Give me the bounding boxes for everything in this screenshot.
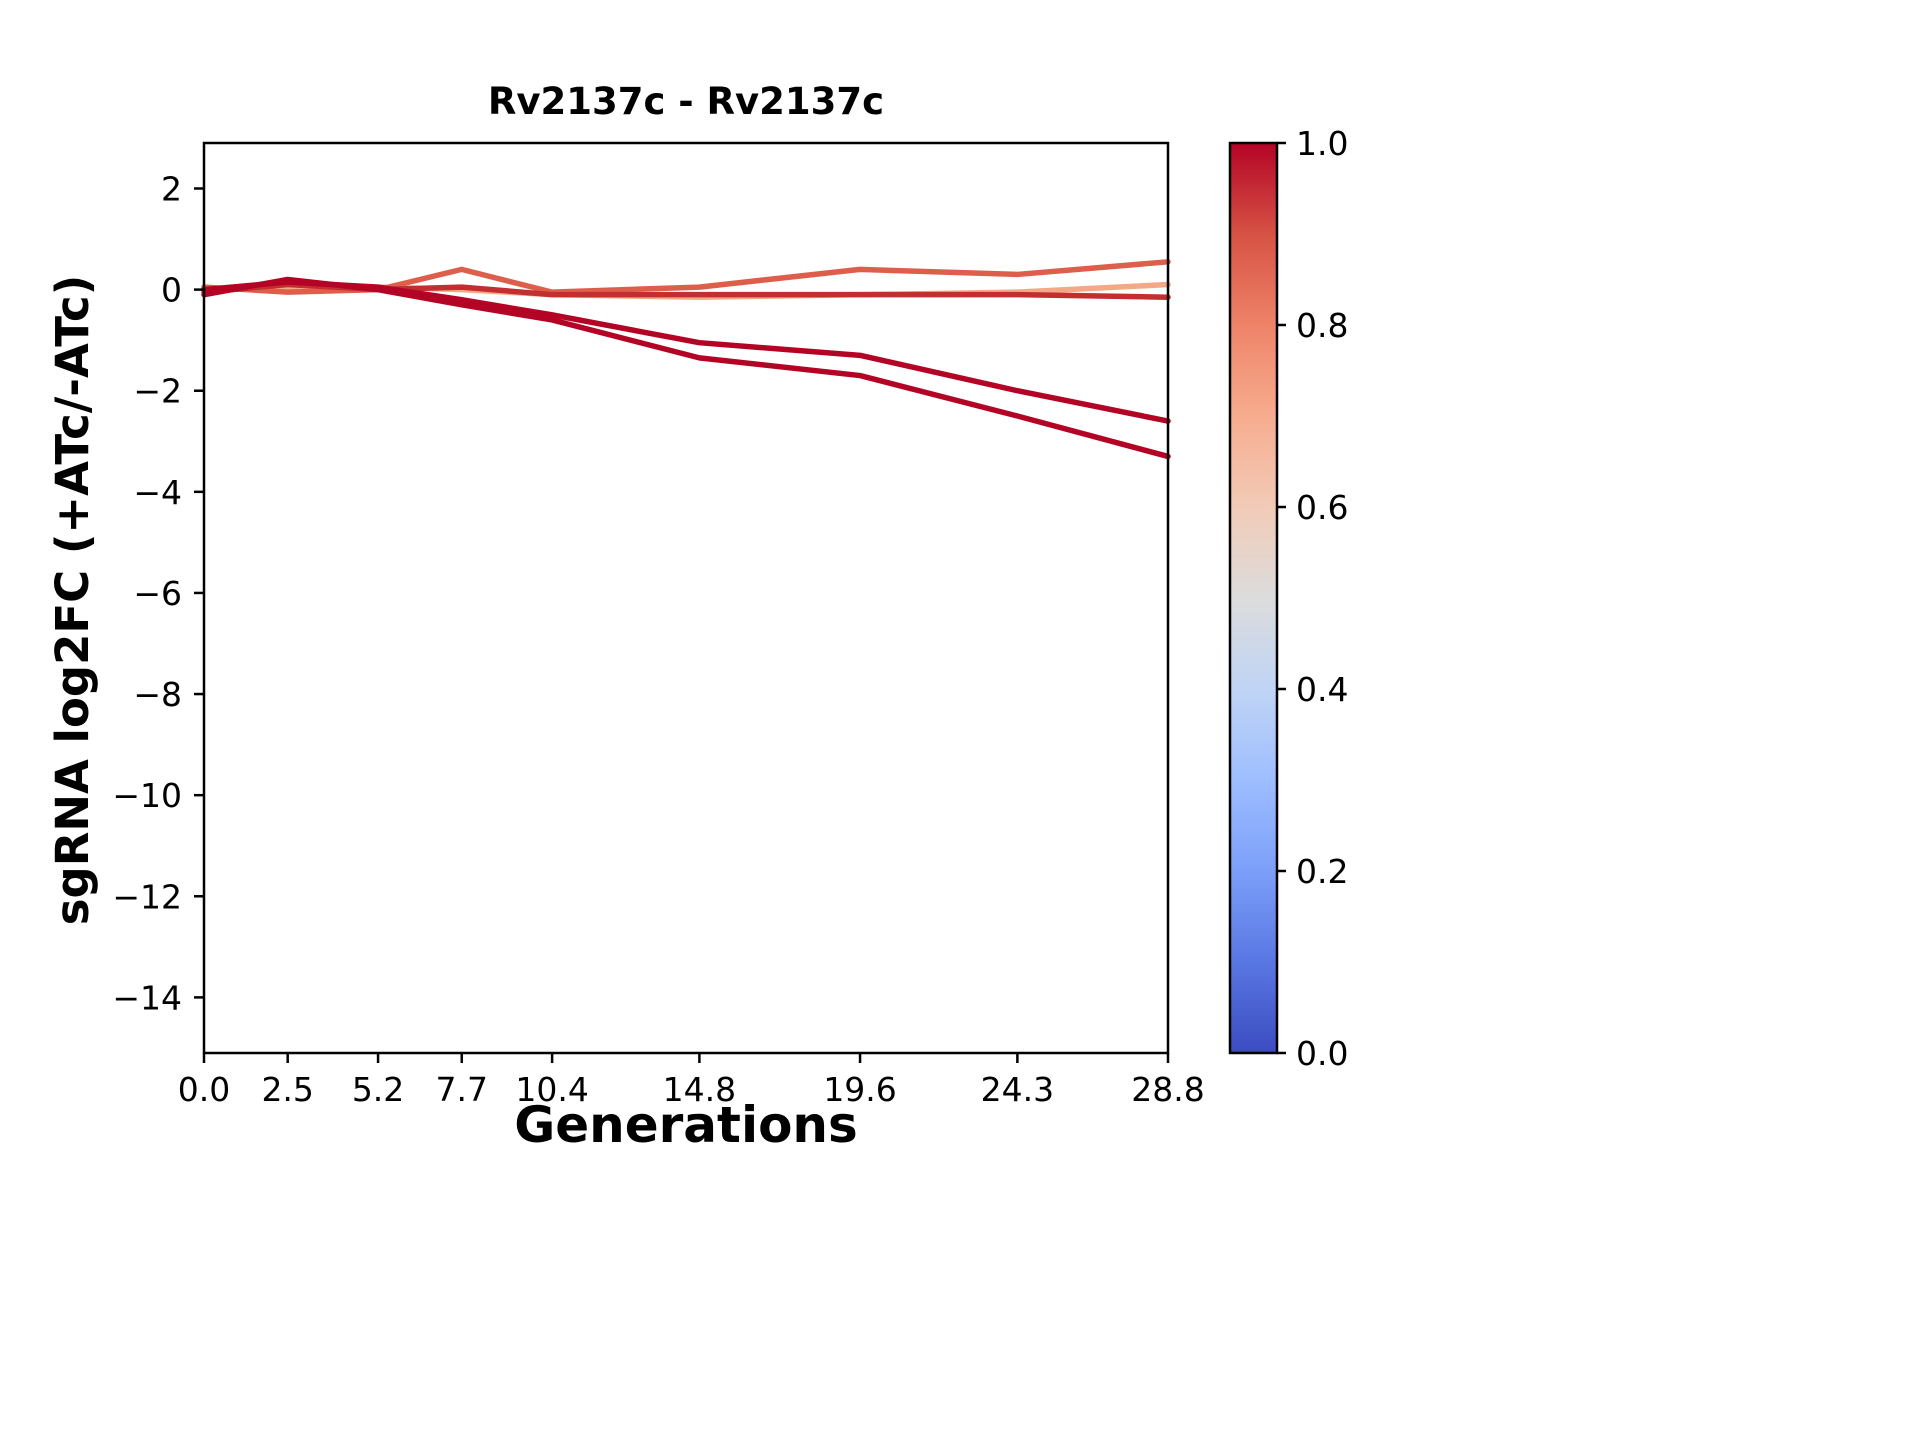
colorbar-tick-label: 1.0 bbox=[1296, 124, 1348, 163]
chart-title: Rv2137c - Rv2137c bbox=[487, 80, 885, 123]
y-tick-label: 2 bbox=[161, 170, 182, 209]
colorbar-tick-label: 0.6 bbox=[1296, 488, 1348, 527]
x-tick-label: 24.3 bbox=[981, 1070, 1054, 1109]
x-tick-label: 5.2 bbox=[352, 1070, 404, 1109]
x-tick-label: 7.7 bbox=[435, 1070, 487, 1109]
y-axis-label: sgRNA log2FC (+ATc/-ATc) bbox=[46, 274, 99, 926]
series-line-sgrna-1 bbox=[201, 276, 1171, 460]
colorbar-tick-label: 0.4 bbox=[1296, 670, 1348, 709]
colorbar-tick-label: 0.0 bbox=[1296, 1034, 1348, 1073]
series-line-sgrna-2 bbox=[201, 279, 1171, 424]
x-tick-label: 2.5 bbox=[261, 1070, 313, 1109]
x-axis-label: Generations bbox=[514, 1096, 858, 1154]
y-tick-label: −12 bbox=[112, 877, 182, 916]
x-tick-label: 28.8 bbox=[1131, 1070, 1204, 1109]
colorbar-frame bbox=[1228, 141, 1279, 1055]
axes-frame bbox=[202, 141, 1170, 1055]
y-tick-label: −4 bbox=[133, 473, 182, 512]
y-tick-label: 0 bbox=[161, 271, 182, 310]
x-tick-label: 0.0 bbox=[178, 1070, 230, 1109]
colorbar-tick-label: 0.2 bbox=[1296, 852, 1348, 891]
y-tick-label: −10 bbox=[112, 776, 182, 815]
x-tick-label: 19.6 bbox=[823, 1070, 896, 1109]
x-tick-label: 14.8 bbox=[663, 1070, 736, 1109]
y-tick-label: −2 bbox=[133, 372, 182, 411]
y-tick-label: −14 bbox=[112, 978, 182, 1017]
y-tick-label: −6 bbox=[133, 574, 182, 613]
x-tick-label: 10.4 bbox=[515, 1070, 588, 1109]
colorbar bbox=[1230, 143, 1277, 1053]
y-tick-label: −8 bbox=[133, 675, 182, 714]
colorbar-tick-label: 0.8 bbox=[1296, 306, 1348, 345]
